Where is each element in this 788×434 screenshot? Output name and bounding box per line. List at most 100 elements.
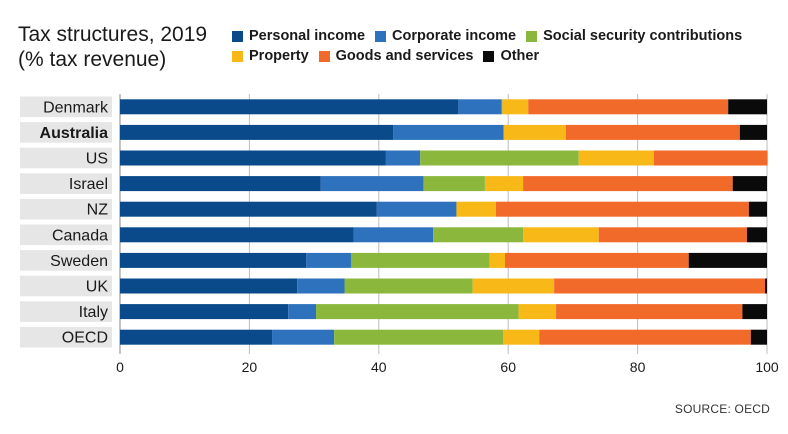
bar-segment-australia-other — [739, 124, 767, 140]
legend-row-2: Property Goods and services Other — [232, 46, 782, 66]
bar-segment-israel-personal-income — [120, 176, 321, 192]
x-tick-label: 20 — [242, 359, 258, 375]
bar-segment-denmark-property — [502, 99, 529, 115]
legend-item-property: Property — [232, 48, 309, 64]
legend-label-personal-income: Personal income — [249, 28, 366, 44]
bar-segment-oecd-goods-and-services — [539, 329, 751, 345]
legend-label-goods-services: Goods and services — [335, 48, 474, 64]
category-label-band — [20, 275, 112, 297]
legend-row-1: Personal income Corporate income Social … — [232, 26, 782, 46]
category-label-band — [20, 147, 112, 169]
legend-label-other: Other — [500, 48, 540, 64]
category-label: Italy — [79, 304, 108, 321]
legend-item-personal-income: Personal income — [232, 28, 365, 44]
x-tick-label: 0 — [116, 359, 124, 375]
legend-item-goods-services: Goods and services — [318, 48, 474, 64]
bar-segment-italy-other — [742, 304, 767, 320]
bar-segment-australia-goods-and-services — [565, 124, 740, 140]
bar-segment-denmark-social-security-contributions — [501, 99, 503, 115]
category-label-band — [20, 250, 112, 271]
legend-label-property: Property — [249, 48, 309, 64]
bar-segment-canada-goods-and-services — [598, 227, 747, 243]
bar-segment-us-corporate-income — [385, 150, 421, 166]
bar-segment-us-social-security-contributions — [420, 150, 579, 166]
legend-label-social-security: Social security contributions — [543, 28, 743, 44]
bar-segment-canada-property — [523, 227, 599, 243]
category-label: US — [86, 151, 108, 168]
bar-segment-italy-personal-income — [120, 304, 289, 320]
bar-segment-israel-other — [732, 176, 767, 192]
x-tick-label: 60 — [500, 359, 516, 375]
bar-segment-sweden-corporate-income — [306, 252, 351, 268]
legend-item-other: Other — [483, 48, 539, 64]
category-label: NZ — [87, 202, 109, 219]
legend-swatch-property — [232, 50, 243, 62]
category-label-band — [20, 122, 112, 143]
bar-segment-australia-property — [503, 124, 566, 140]
category-label-band — [20, 198, 112, 220]
bar-segment-uk-other — [765, 278, 767, 294]
category-label-band — [20, 96, 112, 118]
category-label: Canada — [52, 227, 108, 244]
bar-segment-uk-property — [472, 278, 555, 294]
bar-segment-nz-personal-income — [120, 201, 377, 217]
bar-segment-nz-corporate-income — [376, 201, 457, 217]
legend-swatch-social-security — [526, 30, 538, 42]
bar-segment-uk-goods-and-services — [554, 278, 766, 294]
category-label-band — [20, 224, 112, 246]
bar-segment-oecd-property — [503, 329, 540, 345]
bar-segment-australia-personal-income — [120, 124, 394, 140]
bar-segment-us-goods-and-services — [653, 150, 768, 166]
bar-segment-denmark-personal-income — [120, 99, 459, 115]
chart-legend: Personal income Corporate income Social … — [232, 26, 782, 66]
bar-segment-israel-corporate-income — [320, 176, 424, 192]
bar-segment-italy-property — [518, 304, 557, 320]
bar-segment-nz-other — [748, 201, 767, 217]
bar-segment-israel-social-security-contributions — [423, 176, 485, 192]
bar-segment-italy-goods-and-services — [556, 304, 743, 320]
bar-segment-canada-other — [746, 227, 767, 243]
bar-segment-oecd-other — [750, 329, 767, 345]
category-label: Sweden — [50, 253, 108, 270]
bar-segment-uk-personal-income — [120, 278, 298, 294]
category-label: Denmark — [43, 99, 109, 116]
bar-segment-uk-social-security-contributions — [344, 278, 473, 294]
category-label: Australia — [40, 125, 109, 142]
bar-segment-denmark-other — [728, 99, 767, 115]
bar-segment-sweden-social-security-contributions — [350, 252, 490, 268]
chart-title: Tax structures, 2019 (% tax revenue) — [18, 22, 207, 72]
bar-segment-denmark-corporate-income — [458, 99, 502, 115]
source-note: SOURCE: OECD — [674, 402, 770, 416]
chart-title-line2: (% tax revenue) — [18, 48, 167, 71]
bar-segment-denmark-goods-and-services — [528, 99, 729, 115]
chart-title-line1: Tax structures, 2019 — [18, 23, 208, 46]
bar-segment-canada-social-security-contributions — [433, 227, 524, 243]
bar-segment-sweden-other — [688, 252, 767, 268]
bar-segment-oecd-corporate-income — [272, 329, 335, 345]
legend-swatch-other — [483, 50, 495, 62]
bar-segment-oecd-personal-income — [120, 329, 273, 345]
bar-segment-italy-social-security-contributions — [316, 304, 519, 320]
bar-segment-oecd-social-security-contributions — [334, 329, 504, 345]
bar-segment-canada-personal-income — [120, 227, 354, 243]
category-label: UK — [86, 279, 109, 296]
bar-segment-israel-property — [484, 176, 524, 192]
legend-swatch-corporate-income — [375, 30, 387, 42]
x-tick-label: 40 — [371, 359, 387, 375]
bar-segment-israel-goods-and-services — [523, 176, 733, 192]
legend-item-corporate-income: Corporate income — [375, 28, 516, 44]
bar-segment-us-property — [578, 150, 654, 166]
category-label-band — [20, 326, 112, 348]
category-label: OECD — [62, 330, 108, 347]
category-label-band — [20, 301, 112, 322]
legend-label-corporate-income: Corporate income — [392, 28, 517, 44]
legend-swatch-goods-services — [318, 50, 330, 62]
x-tick-label: 80 — [630, 359, 646, 375]
category-label: Israel — [69, 176, 108, 193]
bar-segment-italy-corporate-income — [288, 304, 317, 320]
bar-segment-nz-goods-and-services — [495, 201, 749, 217]
bar-segment-nz-property — [456, 201, 496, 217]
bar-segment-sweden-property — [489, 252, 505, 268]
legend-item-social-security: Social security contributions — [526, 28, 742, 44]
